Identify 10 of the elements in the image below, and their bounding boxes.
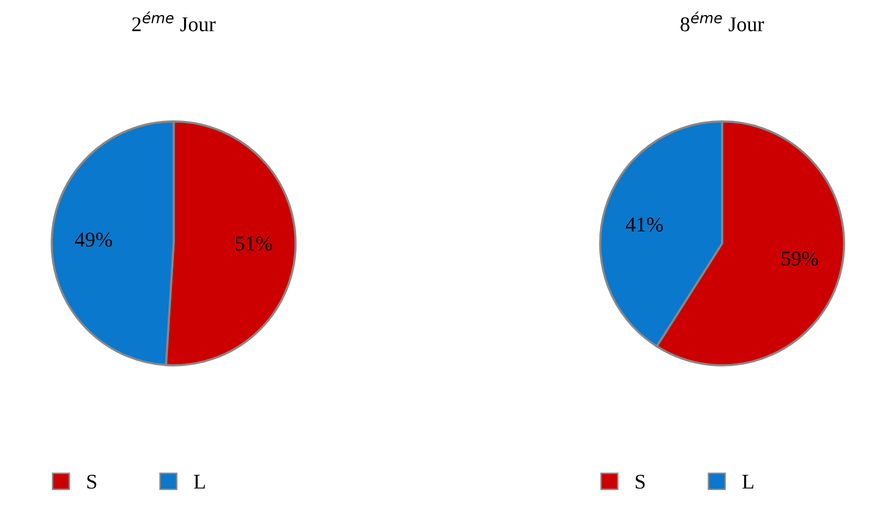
data-label: 51% (236, 236, 272, 251)
data-label: 41% (626, 218, 663, 232)
legend-label: S (87, 474, 96, 489)
data-label: 59% (782, 252, 818, 266)
chart-title: 2$^{éme}$ Jour (132, 11, 216, 32)
legend-label: S (636, 474, 645, 489)
legend-label: L (194, 474, 205, 489)
chart-title: 8$^{éme}$ Jour (680, 11, 764, 32)
legend-label: L (742, 474, 754, 489)
data-label: 49% (74, 232, 112, 247)
